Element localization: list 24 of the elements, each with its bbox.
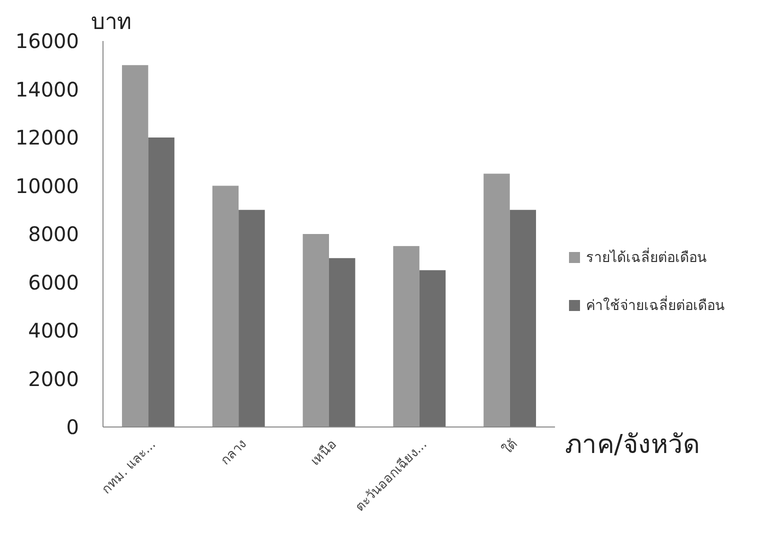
bar [419,270,446,427]
legend-label: รายได้เฉลี่ยต่อเดือน [586,248,707,266]
y-tick-label: 10000 [15,174,79,198]
bar [329,258,356,427]
bar [148,138,174,427]
bar [302,234,329,427]
y-tick-label: 12000 [15,126,79,150]
y-tick-label: 6000 [28,270,79,294]
x-tick-label: ใต้ [499,436,521,458]
y-tick-label: 4000 [28,318,79,342]
bar [393,246,420,427]
bar [122,65,148,427]
bar [212,186,239,427]
y-axis-title: บาท [91,10,132,35]
y-tick-label: 16000 [15,29,79,53]
legend-label: ค่าใช้จ่ายเฉลี่ยต่อเดือน [586,296,725,314]
y-tick-label: 14000 [15,77,79,102]
y-tick-label: 2000 [28,366,79,391]
y-tick-label: 0 [66,415,79,439]
bar [238,210,265,427]
y-tick-label: 8000 [28,222,79,246]
bar [510,210,536,427]
x-axis-title: ภาค/จังหวัด [565,430,700,460]
bar [484,174,510,427]
